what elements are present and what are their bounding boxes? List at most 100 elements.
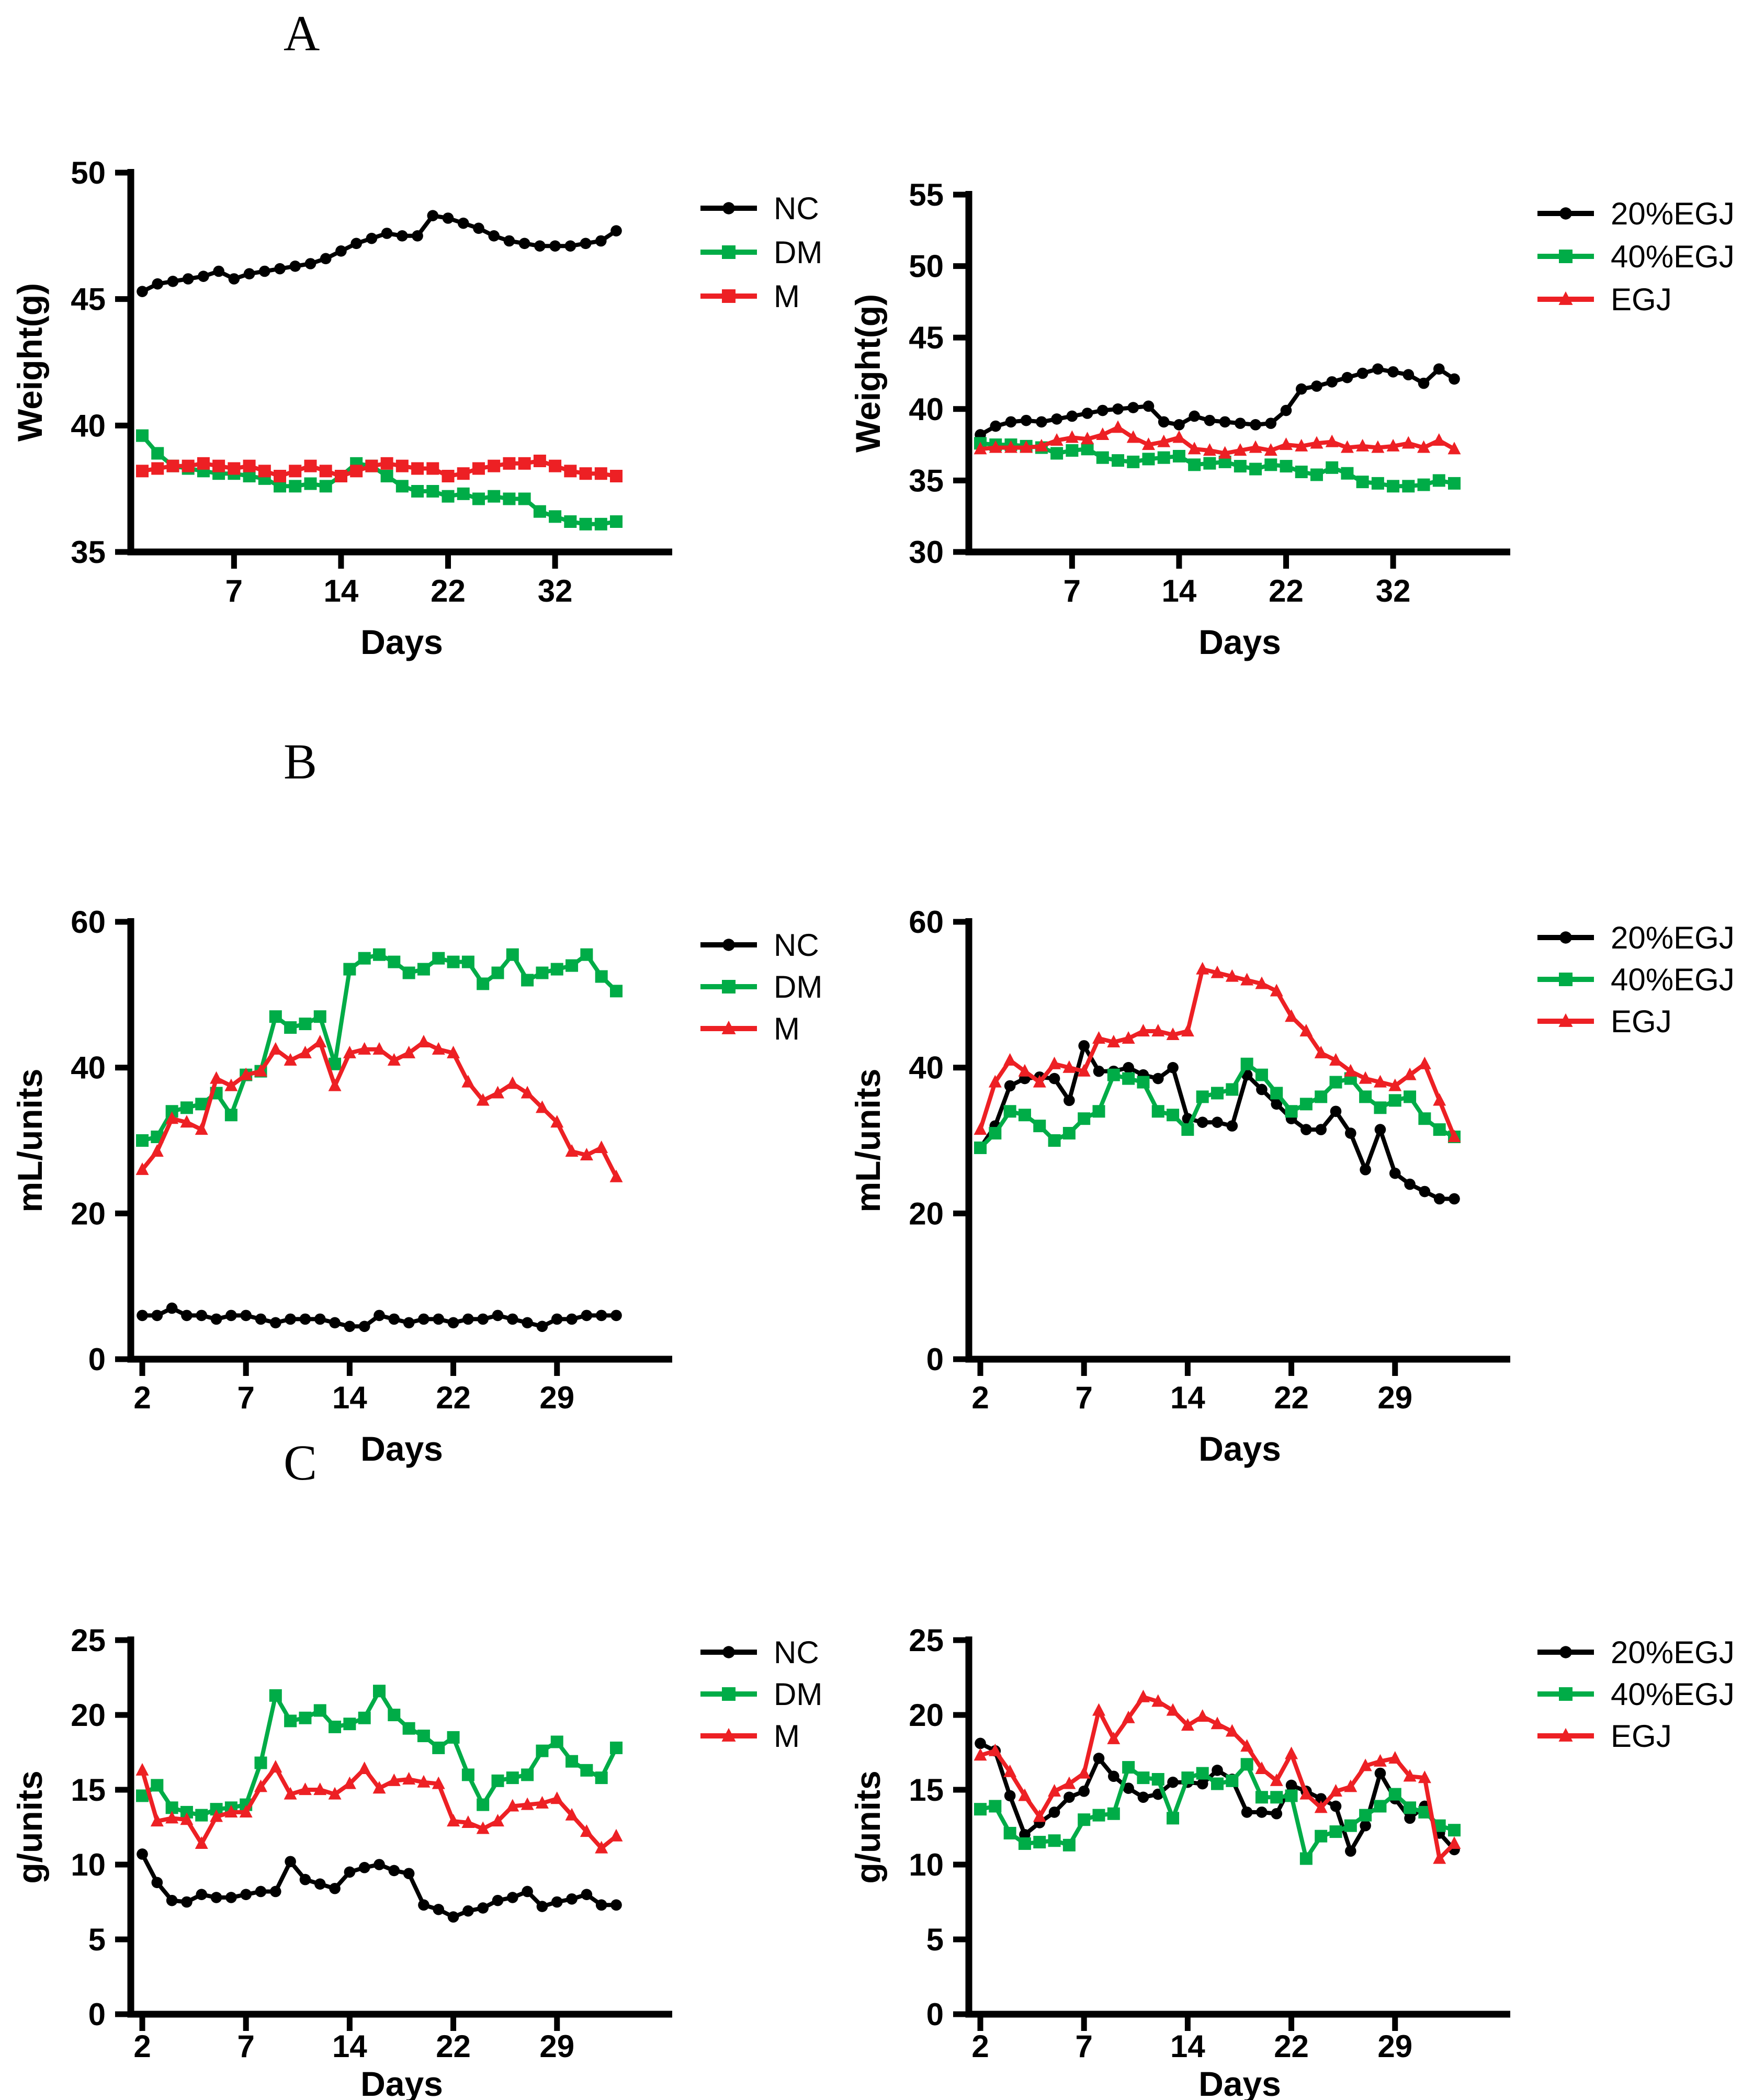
series-EGJ	[974, 1689, 1461, 1864]
x-tick-label: 29	[1377, 2029, 1412, 2064]
legend-item-nc: NC	[698, 927, 819, 963]
data-point-triangle	[1299, 1787, 1313, 1800]
data-point-circle	[374, 1859, 385, 1870]
series-20%EGJ	[975, 1737, 1460, 1857]
data-point-square	[1295, 466, 1308, 479]
data-point-square	[1196, 1090, 1209, 1103]
data-point-circle	[1330, 1800, 1342, 1812]
data-point-triangle	[1432, 433, 1446, 446]
data-point-square	[1018, 1837, 1031, 1850]
data-point-square	[1448, 477, 1461, 490]
legend-label: NC	[774, 927, 819, 963]
data-point-circle	[1241, 1807, 1253, 1818]
data-point-square	[426, 462, 439, 475]
data-point-circle	[285, 1856, 296, 1868]
series-NC	[137, 210, 622, 297]
data-point-square	[461, 955, 474, 968]
data-point-triangle	[210, 1071, 223, 1084]
data-point-triangle	[609, 1828, 623, 1842]
data-point-triangle	[358, 1042, 371, 1055]
data-point-triangle	[417, 1034, 431, 1047]
x-axis-title: Days	[360, 1429, 443, 1468]
data-point-circle	[1004, 1080, 1016, 1092]
data-point-circle	[1123, 1062, 1134, 1074]
data-point-circle	[137, 1848, 148, 1860]
data-point-circle	[551, 1313, 563, 1325]
data-point-circle	[1559, 931, 1572, 944]
legend-item-m: M	[698, 1011, 800, 1046]
data-point-triangle	[1388, 1078, 1402, 1091]
data-point-square	[1172, 449, 1185, 462]
data-point-triangle	[1033, 1075, 1046, 1088]
data-point-circle	[1250, 419, 1261, 431]
data-point-triangle	[254, 1064, 267, 1077]
data-point-square	[518, 492, 531, 505]
data-point-triangle	[565, 1808, 579, 1821]
data-point-triangle	[550, 1115, 564, 1128]
data-point-square	[610, 470, 623, 482]
series-DM	[136, 429, 623, 530]
data-point-circle	[507, 1313, 518, 1325]
data-point-circle	[581, 1889, 593, 1900]
data-point-triangle	[1418, 1770, 1431, 1783]
x-tick-label: 22	[436, 2029, 471, 2064]
data-point-square	[491, 966, 504, 979]
data-point-square	[722, 289, 736, 303]
y-tick-label: 35	[71, 535, 106, 570]
legend-key-icon	[700, 202, 757, 214]
data-point-triangle	[1433, 1093, 1446, 1106]
data-point-triangle	[1225, 1724, 1239, 1737]
data-point-square	[1048, 1834, 1061, 1847]
data-point-square	[350, 465, 363, 478]
legend-label: DM	[774, 969, 823, 1004]
data-point-square	[151, 447, 164, 460]
y-tick-label: 35	[909, 463, 944, 498]
data-point-square	[536, 966, 549, 979]
data-point-circle	[536, 1901, 548, 1912]
data-point-triangle	[1264, 443, 1277, 456]
data-point-circle	[350, 238, 362, 250]
data-point-square	[1402, 480, 1415, 493]
data-point-circle	[1418, 377, 1430, 389]
series-40%EGJ	[974, 437, 1461, 493]
data-point-triangle	[476, 1821, 490, 1834]
data-point-triangle	[1356, 438, 1370, 451]
data-point-triangle	[1077, 1766, 1091, 1779]
data-point-square	[197, 457, 210, 470]
data-point-circle	[536, 1320, 548, 1333]
data-point-square	[358, 1711, 371, 1724]
data-point-triangle	[1558, 1013, 1573, 1027]
data-point-circle	[1048, 1072, 1060, 1085]
data-point-square	[212, 459, 225, 472]
data-point-triangle	[1329, 1783, 1342, 1797]
data-point-triangle	[721, 1020, 736, 1034]
legend-key-icon	[700, 980, 757, 993]
data-point-circle	[182, 273, 194, 285]
data-point-square	[447, 955, 460, 968]
data-point-square	[1433, 1123, 1446, 1136]
data-point-circle	[1271, 1808, 1283, 1820]
data-point-circle	[503, 235, 515, 247]
chart-weight-control: 35 40 45 50 7 14 22 32 Days Weight(g)	[10, 155, 672, 661]
data-point-triangle	[1299, 1024, 1313, 1037]
data-point-square	[1033, 1836, 1046, 1849]
data-point-triangle	[521, 1797, 534, 1810]
x-axis-title: Days	[1198, 1429, 1281, 1468]
data-point-square	[299, 1711, 312, 1724]
data-point-square	[1003, 1826, 1016, 1839]
data-point-triangle	[1388, 1751, 1402, 1764]
data-point-circle	[196, 1309, 208, 1322]
data-point-square	[1559, 1687, 1573, 1701]
legend-key-icon	[1537, 1728, 1594, 1742]
data-point-triangle	[521, 1086, 534, 1099]
data-point-square	[442, 490, 455, 503]
data-point-square	[533, 455, 546, 467]
data-point-triangle	[298, 1782, 312, 1796]
data-point-triangle	[1111, 420, 1125, 433]
data-point-circle	[1158, 416, 1170, 428]
panel-label-a: A	[284, 5, 320, 61]
x-tick-label: 29	[539, 2029, 574, 2064]
data-point-circle	[1559, 1646, 1572, 1658]
data-point-triangle	[1325, 434, 1339, 447]
data-point-circle	[1078, 1786, 1090, 1797]
